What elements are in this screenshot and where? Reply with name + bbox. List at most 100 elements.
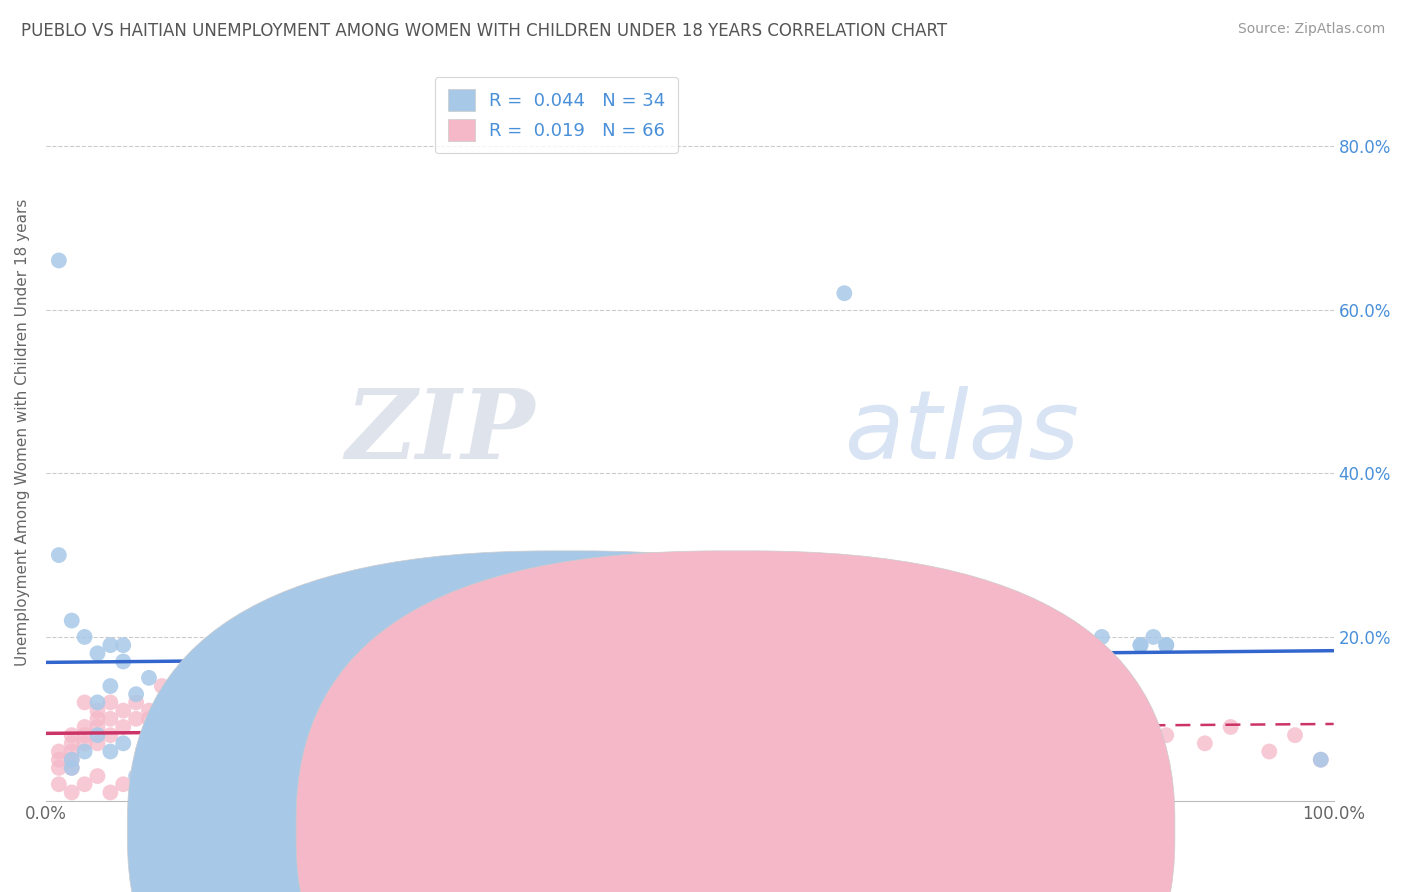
- Point: [190, 704, 212, 718]
- Point: [73, 630, 96, 644]
- Text: Haitians: Haitians: [763, 821, 831, 839]
- Point: [48, 548, 70, 562]
- Point: [60, 785, 83, 799]
- Point: [1064, 638, 1087, 652]
- Point: [1091, 720, 1114, 734]
- Point: [48, 761, 70, 775]
- Point: [98, 638, 121, 652]
- Point: [125, 769, 148, 783]
- Text: Pueblo: Pueblo: [595, 821, 650, 839]
- Point: [73, 695, 96, 709]
- Point: [125, 695, 148, 709]
- Point: [1142, 630, 1164, 644]
- Point: [807, 589, 830, 603]
- Point: [48, 777, 70, 791]
- Point: [86, 728, 108, 742]
- Point: [86, 720, 108, 734]
- Point: [138, 704, 160, 718]
- Point: [614, 753, 637, 767]
- Point: [60, 728, 83, 742]
- Point: [1039, 761, 1062, 775]
- Point: [1309, 753, 1331, 767]
- Point: [176, 687, 198, 701]
- Point: [872, 671, 894, 685]
- Point: [318, 728, 340, 742]
- Point: [163, 712, 186, 726]
- Point: [834, 286, 856, 301]
- Point: [86, 736, 108, 750]
- Point: [1129, 638, 1152, 652]
- Point: [1284, 728, 1306, 742]
- Point: [305, 712, 328, 726]
- Point: [420, 720, 443, 734]
- Point: [807, 745, 830, 759]
- Point: [98, 728, 121, 742]
- Point: [60, 753, 83, 767]
- Point: [86, 712, 108, 726]
- Point: [550, 712, 572, 726]
- Point: [163, 695, 186, 709]
- Point: [86, 646, 108, 660]
- Point: [1154, 638, 1177, 652]
- Point: [1001, 630, 1024, 644]
- Point: [112, 777, 135, 791]
- Point: [1154, 728, 1177, 742]
- Point: [1258, 745, 1281, 759]
- Point: [60, 614, 83, 628]
- Text: atlas: atlas: [845, 386, 1080, 479]
- Point: [1001, 753, 1024, 767]
- Point: [138, 728, 160, 742]
- Point: [936, 695, 959, 709]
- Point: [73, 745, 96, 759]
- Point: [86, 704, 108, 718]
- Point: [215, 671, 238, 685]
- Point: [267, 695, 290, 709]
- Point: [98, 695, 121, 709]
- Point: [48, 753, 70, 767]
- Point: [48, 253, 70, 268]
- Point: [60, 761, 83, 775]
- Point: [292, 720, 315, 734]
- Y-axis label: Unemployment Among Women with Children Under 18 years: Unemployment Among Women with Children U…: [15, 199, 30, 666]
- Point: [150, 679, 173, 693]
- Point: [98, 745, 121, 759]
- Point: [125, 687, 148, 701]
- Point: [86, 695, 108, 709]
- Point: [125, 712, 148, 726]
- Point: [60, 745, 83, 759]
- Text: PUEBLO VS HAITIAN UNEMPLOYMENT AMONG WOMEN WITH CHILDREN UNDER 18 YEARS CORRELAT: PUEBLO VS HAITIAN UNEMPLOYMENT AMONG WOM…: [21, 22, 948, 40]
- Point: [1091, 630, 1114, 644]
- Point: [98, 785, 121, 799]
- Point: [1194, 736, 1216, 750]
- Point: [112, 704, 135, 718]
- Point: [86, 769, 108, 783]
- Point: [138, 712, 160, 726]
- Point: [112, 720, 135, 734]
- Point: [98, 679, 121, 693]
- Point: [485, 638, 508, 652]
- Point: [1129, 638, 1152, 652]
- Point: [1309, 753, 1331, 767]
- Point: [253, 728, 276, 742]
- Point: [112, 736, 135, 750]
- Point: [48, 745, 70, 759]
- Text: Source: ZipAtlas.com: Source: ZipAtlas.com: [1237, 22, 1385, 37]
- Point: [1064, 728, 1087, 742]
- Point: [138, 671, 160, 685]
- Point: [240, 720, 263, 734]
- Point: [330, 704, 353, 718]
- Point: [202, 679, 225, 693]
- Legend: R =  0.044   N = 34, R =  0.019   N = 66: R = 0.044 N = 34, R = 0.019 N = 66: [434, 77, 678, 153]
- Text: ZIP: ZIP: [346, 385, 536, 479]
- Point: [1129, 695, 1152, 709]
- Point: [60, 753, 83, 767]
- Point: [112, 638, 135, 652]
- Point: [1219, 720, 1241, 734]
- Point: [280, 736, 302, 750]
- Point: [73, 736, 96, 750]
- Point: [98, 712, 121, 726]
- Point: [1001, 687, 1024, 701]
- Point: [73, 728, 96, 742]
- Point: [1064, 687, 1087, 701]
- Point: [73, 720, 96, 734]
